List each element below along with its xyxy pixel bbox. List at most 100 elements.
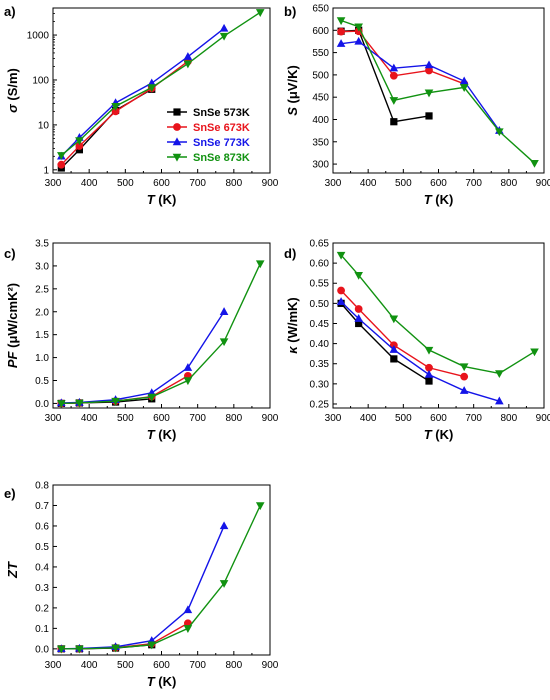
data-point <box>57 645 66 654</box>
plot-frame <box>332 242 545 409</box>
y-tick-label: 500 <box>312 70 329 81</box>
panel-e: 300 400 500 600 700 800 900 0.0 0.1 0.2 0.3 0.4 0.5 0… <box>4 481 279 690</box>
y-tick-label: 0.0 <box>35 644 49 655</box>
y-tick-label: 0.6 <box>35 521 49 532</box>
y-tick-label: 650 <box>312 4 329 15</box>
series-snse-673k <box>337 27 469 88</box>
data-point <box>183 363 193 371</box>
y-tick-label: 2.0 <box>35 307 49 318</box>
y-axis-label: κ (W/mK) <box>285 297 300 353</box>
data-point <box>183 377 193 386</box>
x-tick-label: 600 <box>430 178 447 189</box>
data-point <box>389 315 399 324</box>
y-tick-label: 0.55 <box>310 279 330 290</box>
y-tick-label: 400 <box>312 115 329 126</box>
y-tick-label: 300 <box>312 160 329 171</box>
panel-label: c) <box>4 246 16 261</box>
x-tick-label: 800 <box>500 178 517 189</box>
x-tick-label: 700 <box>189 660 206 671</box>
x-tick-label: 600 <box>430 413 447 424</box>
series-line <box>340 19 535 164</box>
y-tick-label: 450 <box>312 93 329 104</box>
panel-b: 300 400 500 600 700 800 900 300 350 400 450 500 550 6… <box>284 4 550 208</box>
x-tick-label: 400 <box>360 178 377 189</box>
y-tick-label: 0.8 <box>35 481 49 492</box>
series-line <box>340 301 500 402</box>
y-tick-label: 600 <box>312 26 329 37</box>
legend-item: SnSe 573K <box>167 107 250 119</box>
data-point <box>75 137 84 146</box>
data-point <box>337 27 345 36</box>
series-snse-873k <box>336 251 539 378</box>
data-point <box>530 159 539 168</box>
x-axis-label: T (K) <box>147 427 177 442</box>
data-point <box>219 23 229 32</box>
x-axis-label: T (K) <box>147 674 177 689</box>
legend-marker <box>173 123 181 131</box>
data-point <box>57 160 66 169</box>
series-snse-873k <box>57 9 265 160</box>
y-tick-label: 0.3 <box>35 583 49 594</box>
series-line <box>341 29 430 123</box>
data-point <box>183 605 193 614</box>
y-axis-label: ZT <box>5 561 20 579</box>
data-point <box>147 393 157 402</box>
data-point <box>425 363 433 372</box>
data-point <box>389 63 399 72</box>
y-axis-symbol: σ <box>5 103 20 113</box>
data-point <box>57 152 66 160</box>
data-point <box>336 251 346 260</box>
legend-label: SnSe 873K <box>193 152 250 164</box>
data-point <box>460 372 469 381</box>
data-point <box>389 97 399 105</box>
series-snse-773k <box>57 307 229 407</box>
x-axis-unit: (K) <box>155 192 177 207</box>
series-snse-773k <box>336 297 504 405</box>
y-tick-label: 0.5 <box>35 542 49 553</box>
data-point <box>147 641 157 650</box>
series-snse-773k <box>336 36 504 134</box>
y-tick-label: 2.5 <box>35 284 49 295</box>
legend-item: SnSe 873K <box>167 152 250 164</box>
legend-marker <box>172 137 182 146</box>
x-axis-symbol: T <box>424 427 433 442</box>
data-point <box>255 9 265 17</box>
data-point <box>111 644 120 653</box>
x-tick-label: 900 <box>536 413 550 424</box>
data-point <box>219 338 229 347</box>
x-tick-label: 300 <box>45 178 62 189</box>
y-tick-label: 550 <box>312 48 329 59</box>
x-axis-label: T (K) <box>147 192 177 207</box>
data-point <box>336 17 346 26</box>
x-tick-label: 400 <box>81 413 98 424</box>
x-tick-label: 300 <box>45 660 62 671</box>
data-point <box>354 305 363 313</box>
data-point <box>495 128 504 137</box>
x-tick-label: 800 <box>225 178 242 189</box>
legend-marker <box>172 153 182 162</box>
y-tick-label: 0.5 <box>35 376 49 387</box>
y-tick-label: 1 <box>43 165 49 176</box>
data-point <box>183 60 193 69</box>
x-axis-unit: (K) <box>432 427 454 442</box>
y-tick-label: 0.65 <box>310 239 330 250</box>
x-tick-label: 700 <box>465 413 482 424</box>
x-tick-label: 700 <box>189 413 206 424</box>
data-point <box>219 521 229 530</box>
y-tick-label: 100 <box>32 75 49 86</box>
series-snse-573k <box>337 26 433 126</box>
y-axis-unit: (S/m) <box>5 68 20 104</box>
x-axis-symbol: T <box>147 192 156 207</box>
data-point <box>424 346 434 355</box>
data-point <box>255 260 265 269</box>
data-point <box>255 502 265 511</box>
panel-label: a) <box>4 4 16 19</box>
data-point <box>495 370 504 378</box>
legend-item: SnSe 773K <box>167 137 250 149</box>
x-tick-label: 400 <box>360 413 377 424</box>
series-line <box>61 311 225 404</box>
data-point <box>459 84 469 92</box>
data-point <box>111 107 120 116</box>
data-point <box>354 23 363 32</box>
plot-frame <box>332 7 545 174</box>
